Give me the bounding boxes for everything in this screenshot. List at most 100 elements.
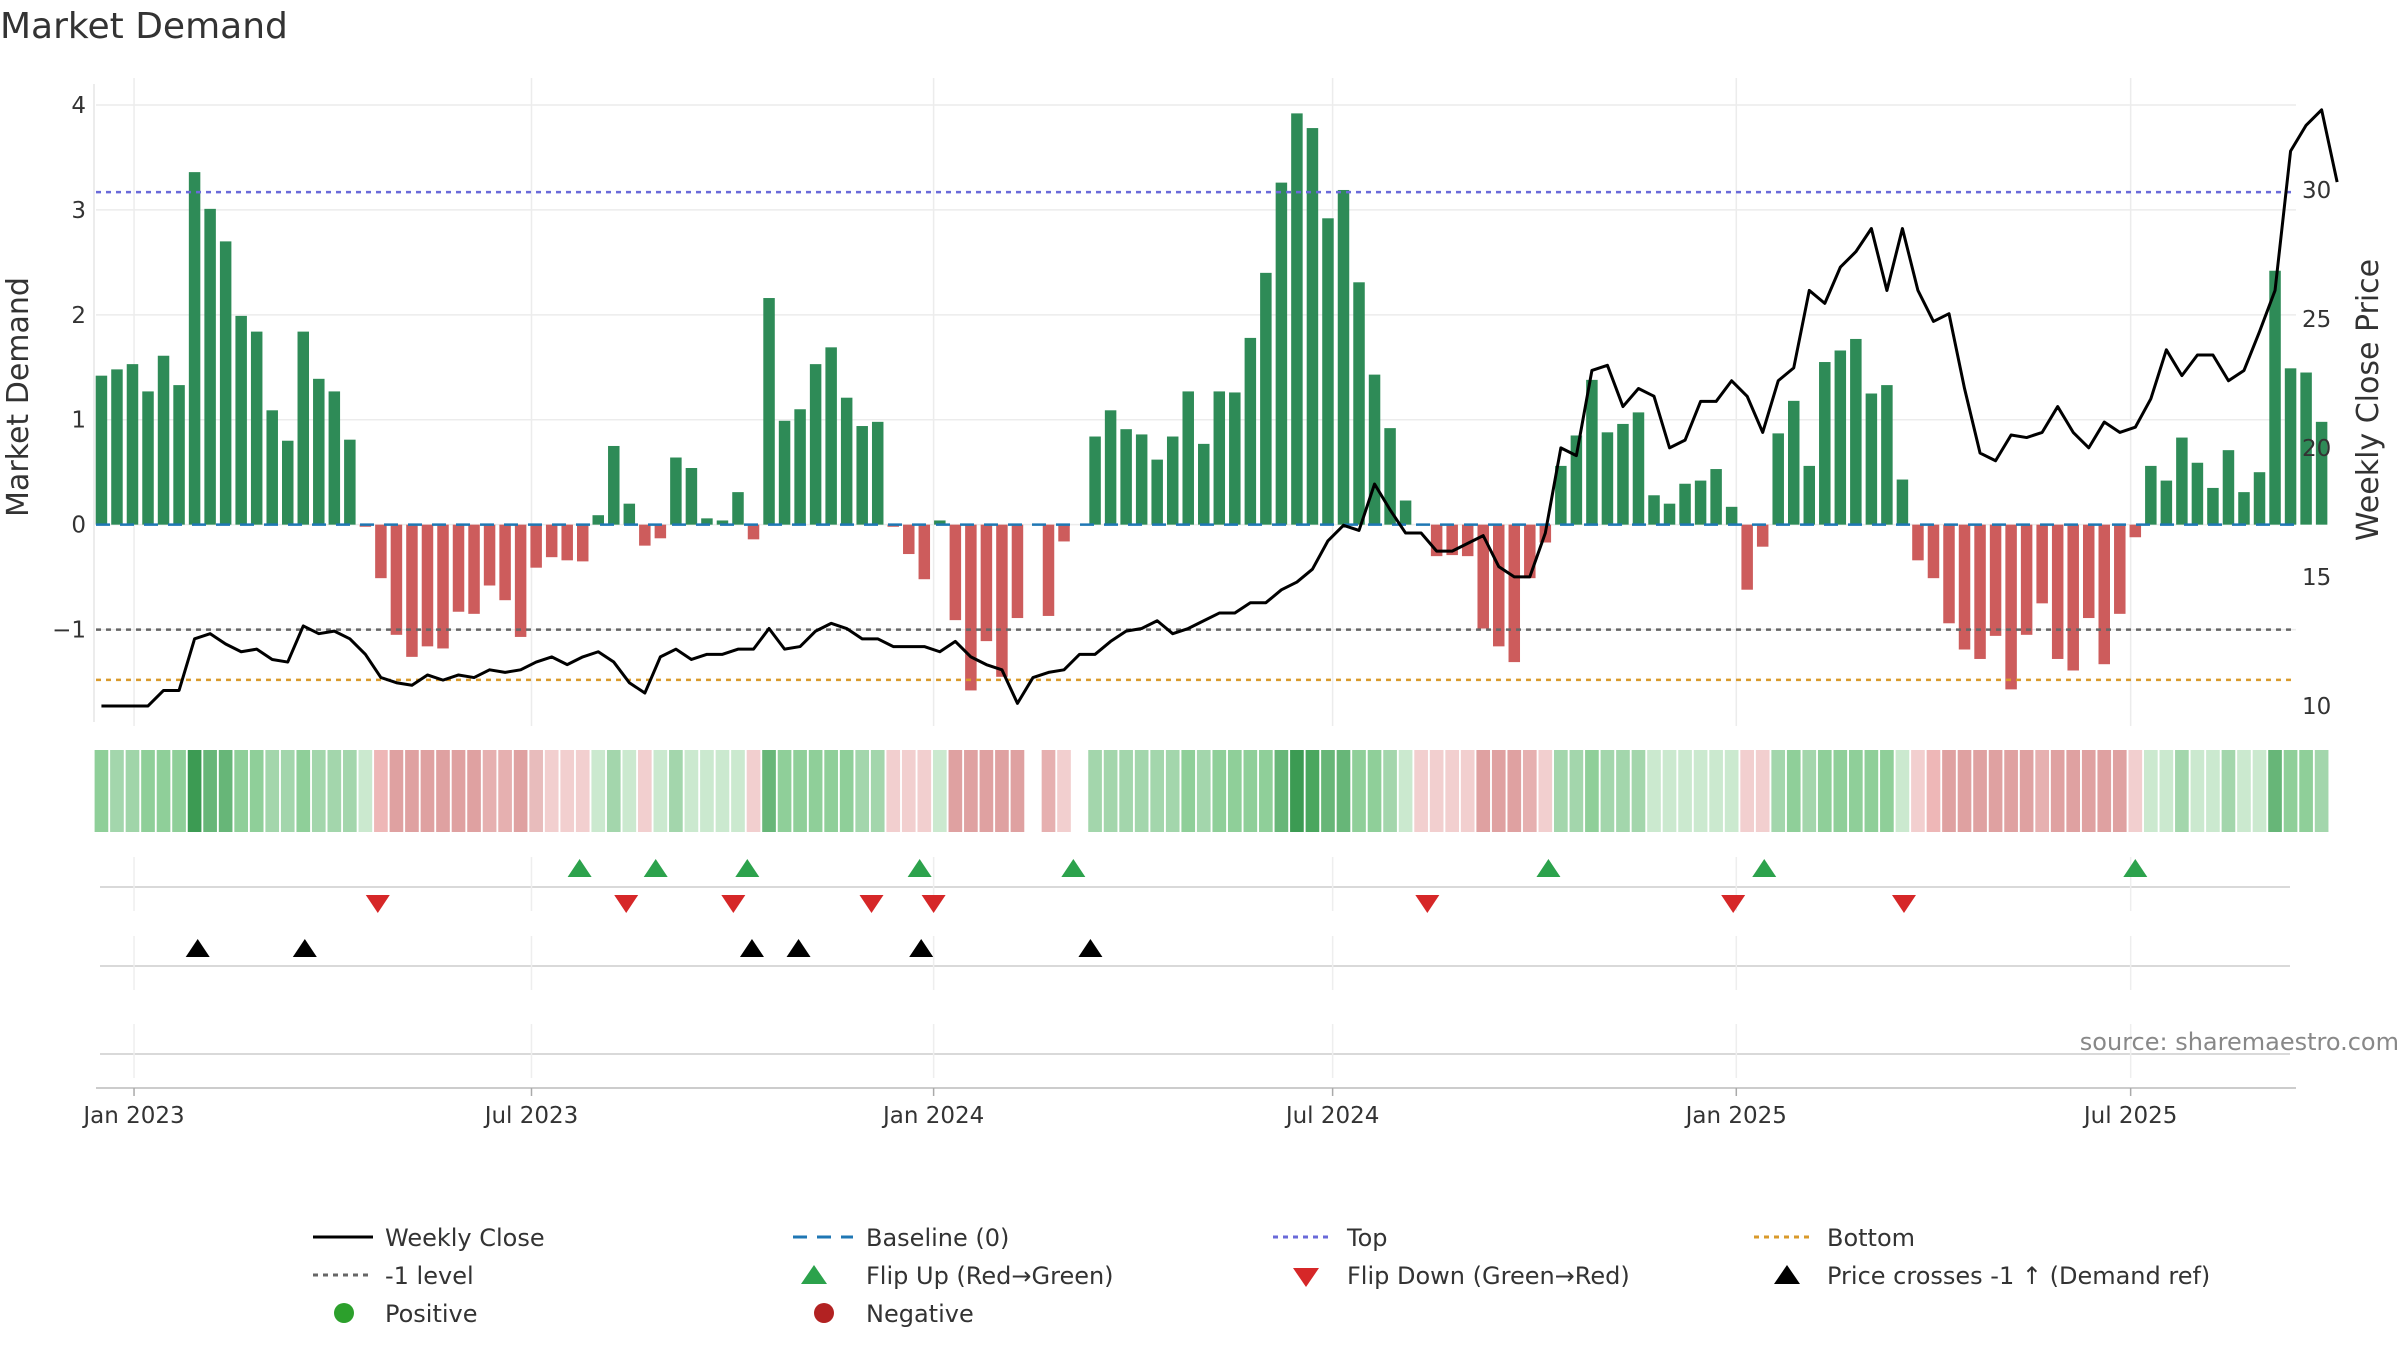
demand-bar: [1958, 524, 1971, 650]
strip-cell: [1507, 750, 1522, 832]
demand-bar: [2253, 472, 2266, 525]
demand-bar: [2238, 492, 2250, 525]
legend-label-baseline: Baseline (0): [866, 1224, 1009, 1252]
y-left-tick-label: 3: [71, 198, 86, 224]
demand-bar: [1586, 379, 1598, 525]
demand-bar: [965, 524, 977, 691]
strip-cell: [1911, 750, 1925, 832]
strip-cell: [932, 750, 947, 832]
demand-bar: [95, 375, 108, 525]
demand-bar: [1089, 436, 1101, 525]
demand-bar: [2020, 524, 2033, 635]
demand-bar: [2300, 372, 2312, 525]
demand-bar: [623, 503, 636, 525]
demand-bar: [250, 331, 263, 525]
strip-cell: [870, 750, 885, 832]
demand-bar: [903, 524, 915, 555]
demand-bar: [1632, 412, 1645, 525]
strip-cell: [793, 750, 807, 832]
strip-cell: [1119, 750, 1133, 832]
demand-bar: [1291, 113, 1303, 525]
strip-cell: [2237, 750, 2251, 832]
strip-cell: [2144, 750, 2158, 832]
demand-bar: [235, 315, 247, 525]
x-tick-label: Jan 2025: [1684, 1103, 1787, 1129]
demand-bar: [1151, 459, 1163, 525]
flip-up-marker: [735, 859, 760, 877]
demand-bar: [173, 385, 185, 525]
demand-bar: [685, 468, 698, 525]
demand-bar: [437, 524, 449, 649]
demand-bar: [1896, 479, 1909, 525]
demand-bar: [1275, 182, 1288, 525]
strip-cell: [1849, 750, 1863, 832]
strip-cell: [1895, 750, 1910, 832]
legend-label-negative: Negative: [866, 1300, 974, 1328]
x-axis: Jan 2023 Jul 2023 Jan 2024 Jul 2024 Jan 2025…: [81, 1087, 2296, 1129]
demand-bar: [871, 421, 884, 525]
demand-bar: [2269, 270, 2281, 525]
flip-up-marker: [907, 859, 932, 877]
demand-bar: [111, 369, 123, 525]
demand-bar: [313, 378, 325, 525]
price-cross-marker: [909, 939, 934, 957]
y-right-tick-label: 25: [2302, 307, 2331, 333]
demand-bar: [2160, 480, 2173, 525]
strip-cell: [156, 750, 171, 832]
demand-bar: [1229, 392, 1241, 525]
demand-bar: [219, 241, 232, 525]
strip-cell: [296, 750, 311, 832]
price-cross-marker: [292, 939, 317, 957]
strip-cell: [343, 750, 357, 832]
demand-bar: [344, 439, 356, 525]
strip-cell: [1942, 750, 1956, 832]
demand-bar: [1368, 374, 1381, 525]
demand-bar: [1974, 524, 1986, 659]
demand-bar: [2082, 524, 2095, 619]
strip-cell: [1522, 750, 1537, 832]
strip-cell: [1460, 750, 1475, 832]
flip-up-marker: [567, 859, 592, 877]
strip-cell: [1243, 750, 1258, 832]
strip-cell: [374, 750, 388, 832]
demand-bar: [732, 492, 744, 525]
demand-bar: [2129, 524, 2142, 538]
demand-bar: [949, 524, 962, 621]
demand-bar: [2145, 465, 2157, 525]
demand-bar: [716, 520, 729, 525]
strip-cell: [249, 750, 264, 832]
strip-cell: [1010, 750, 1025, 832]
strip-cell: [1616, 750, 1630, 832]
strip-cell: [2314, 750, 2329, 832]
strip-cell: [125, 750, 140, 832]
legend-item-negative: Negative: [814, 1300, 974, 1328]
flip-down-marker: [614, 895, 639, 913]
demand-bar: [2176, 437, 2188, 525]
demand-bar: [608, 445, 620, 525]
demand-bar: [1850, 338, 1862, 525]
strip-cell: [327, 750, 342, 832]
demand-bar: [1803, 465, 1816, 525]
strip-cell: [1165, 750, 1180, 832]
strip-cell: [638, 750, 652, 832]
demand-bar: [1011, 524, 1024, 619]
strip-cell: [1321, 750, 1335, 832]
demand-bar: [157, 355, 170, 525]
demand-bar: [1135, 434, 1148, 525]
legend-item-flip-down: Flip Down (Green→Red): [1293, 1262, 1630, 1290]
price-cross-marker: [786, 939, 811, 957]
legend-swatch-negative: [814, 1303, 834, 1323]
demand-bar: [1384, 428, 1396, 525]
y-right-tick-label: 20: [2302, 436, 2331, 462]
demand-bar: [1943, 524, 1955, 624]
legend-swatch-flip-down: [1293, 1268, 1319, 1287]
demand-bar: [670, 457, 682, 525]
strip-cell: [1771, 750, 1786, 832]
demand-bar: [328, 391, 341, 525]
strip-cell: [203, 750, 217, 832]
strip-cell: [187, 750, 202, 832]
strip-cell: [1740, 750, 1754, 832]
strip-cell: [482, 750, 497, 832]
strip-cell: [2019, 750, 2034, 832]
strip-cell: [901, 750, 916, 832]
